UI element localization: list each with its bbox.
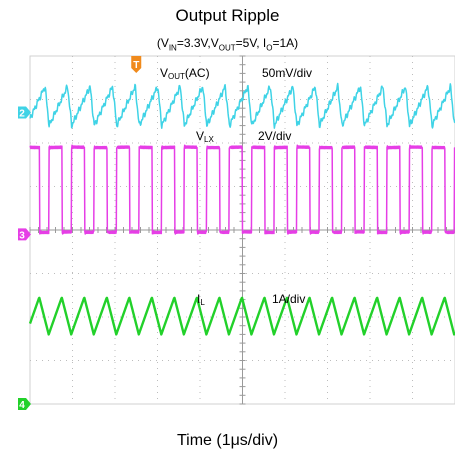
channel-marker-3: 3 bbox=[18, 228, 31, 241]
channel-name-part: V bbox=[160, 66, 168, 80]
channel-marker-shape bbox=[18, 398, 31, 410]
channel-marker-label: 3 bbox=[19, 230, 25, 241]
subtitle-part: OUT bbox=[218, 43, 236, 53]
channel-name-part: LX bbox=[204, 135, 214, 144]
channel-scale-4: 1A/div bbox=[272, 292, 305, 306]
channel-marker-shape bbox=[18, 228, 31, 241]
channel-name-part: (AC) bbox=[185, 66, 210, 80]
trace-ch3 bbox=[29, 144, 455, 235]
channel-marker-4: 4 bbox=[18, 398, 31, 411]
channel-name-part: V bbox=[196, 129, 204, 143]
chart-title: Output Ripple bbox=[175, 6, 280, 25]
channel-name-part: OUT bbox=[168, 72, 185, 81]
channel-marker-shape bbox=[18, 106, 31, 119]
channel-marker-label: 4 bbox=[19, 400, 25, 411]
channel-marker-2: 2 bbox=[18, 106, 31, 120]
subtitle-part: (V bbox=[156, 36, 169, 50]
x-axis-label: Time (1μs/div) bbox=[176, 432, 279, 449]
channel-name-part: I bbox=[197, 292, 200, 306]
channel-name-3: VLX bbox=[196, 129, 214, 144]
trace-ch4 bbox=[28, 296, 455, 336]
subtitle-part: =5V, I bbox=[235, 36, 267, 50]
channel-name-part: L bbox=[200, 298, 205, 307]
trigger-marker: T bbox=[131, 56, 142, 73]
subtitle-part: IN bbox=[168, 43, 177, 53]
channel-scale-2: 50mV/div bbox=[262, 66, 312, 80]
trigger-marker-shape bbox=[131, 56, 142, 73]
channel-name-2: VOUT(AC) bbox=[160, 66, 210, 81]
traces bbox=[28, 82, 455, 336]
channel-name-4: IL bbox=[197, 292, 205, 307]
channel-marker-label: 2 bbox=[19, 109, 25, 120]
subtitle-part: =1A) bbox=[272, 36, 299, 50]
chart-subtitle: (VIN=3.3V,VOUT=5V, IO=1A) bbox=[0, 36, 455, 52]
subtitle-part: O bbox=[266, 43, 273, 53]
grid bbox=[29, 55, 455, 405]
trigger-marker-label: T bbox=[133, 60, 139, 71]
channel-scale-3: 2V/div bbox=[258, 129, 291, 143]
channel-markers: 2 3 4 T bbox=[18, 56, 142, 411]
subtitle-part: =3.3V,V bbox=[176, 36, 219, 50]
trace-ch2 bbox=[29, 82, 455, 129]
